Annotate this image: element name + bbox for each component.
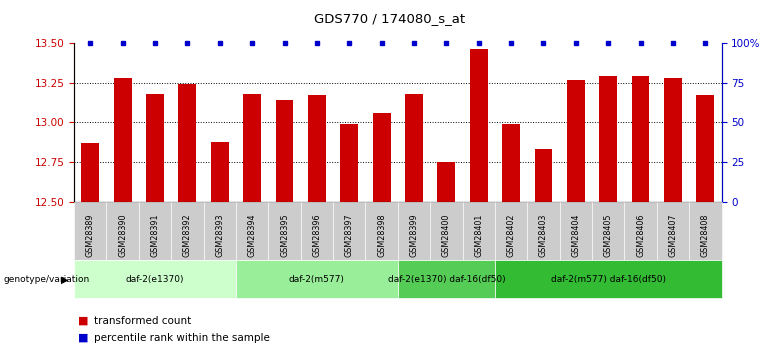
Text: GDS770 / 174080_s_at: GDS770 / 174080_s_at (314, 12, 466, 25)
Bar (308, 96, 326, 202)
Text: transformed count: transformed count (94, 316, 191, 326)
Text: GSM28394: GSM28394 (247, 214, 257, 257)
Bar (534, 149, 552, 202)
Text: GSM28393: GSM28393 (215, 214, 225, 257)
Text: GSM28400: GSM28400 (441, 214, 451, 257)
Text: daf-2(m577): daf-2(m577) (289, 275, 345, 284)
Bar (179, 85, 197, 202)
Bar (632, 77, 650, 202)
Bar (373, 113, 391, 202)
Text: GSM28406: GSM28406 (636, 214, 645, 257)
Text: GSM28407: GSM28407 (668, 214, 678, 257)
Text: GSM28399: GSM28399 (410, 214, 419, 257)
Text: GSM28396: GSM28396 (312, 214, 321, 257)
Text: GSM28398: GSM28398 (377, 214, 386, 257)
Text: GSM28408: GSM28408 (700, 214, 710, 257)
Text: GSM28403: GSM28403 (539, 214, 548, 257)
Bar (146, 94, 164, 202)
Text: GSM28401: GSM28401 (474, 214, 484, 257)
Bar (275, 100, 293, 202)
Text: daf-2(e1370): daf-2(e1370) (126, 275, 184, 284)
Text: GSM28405: GSM28405 (604, 214, 613, 257)
Text: GSM28392: GSM28392 (183, 214, 192, 257)
Bar (697, 96, 714, 202)
Text: genotype/variation: genotype/variation (4, 275, 90, 284)
Bar (243, 94, 261, 202)
Text: GSM28397: GSM28397 (345, 214, 354, 257)
Bar (664, 78, 682, 202)
Bar (599, 77, 617, 202)
Bar (340, 124, 358, 202)
Text: GSM28402: GSM28402 (506, 214, 516, 257)
Bar (470, 49, 488, 202)
Text: GSM28395: GSM28395 (280, 214, 289, 257)
Bar (502, 124, 520, 202)
Text: GSM28389: GSM28389 (86, 214, 95, 257)
Text: percentile rank within the sample: percentile rank within the sample (94, 333, 269, 343)
Text: GSM28404: GSM28404 (571, 214, 580, 257)
Text: GSM28390: GSM28390 (118, 214, 127, 257)
Text: daf-2(m577) daf-16(df50): daf-2(m577) daf-16(df50) (551, 275, 665, 284)
Bar (211, 141, 229, 202)
Text: ▶: ▶ (61, 275, 69, 284)
Text: ■: ■ (78, 333, 88, 343)
Text: GSM28391: GSM28391 (151, 214, 160, 257)
Bar (114, 78, 132, 202)
Text: ■: ■ (78, 316, 88, 326)
Bar (81, 143, 99, 202)
Bar (438, 162, 456, 202)
Text: daf-2(e1370) daf-16(df50): daf-2(e1370) daf-16(df50) (388, 275, 505, 284)
Bar (567, 80, 585, 202)
Bar (405, 94, 423, 202)
